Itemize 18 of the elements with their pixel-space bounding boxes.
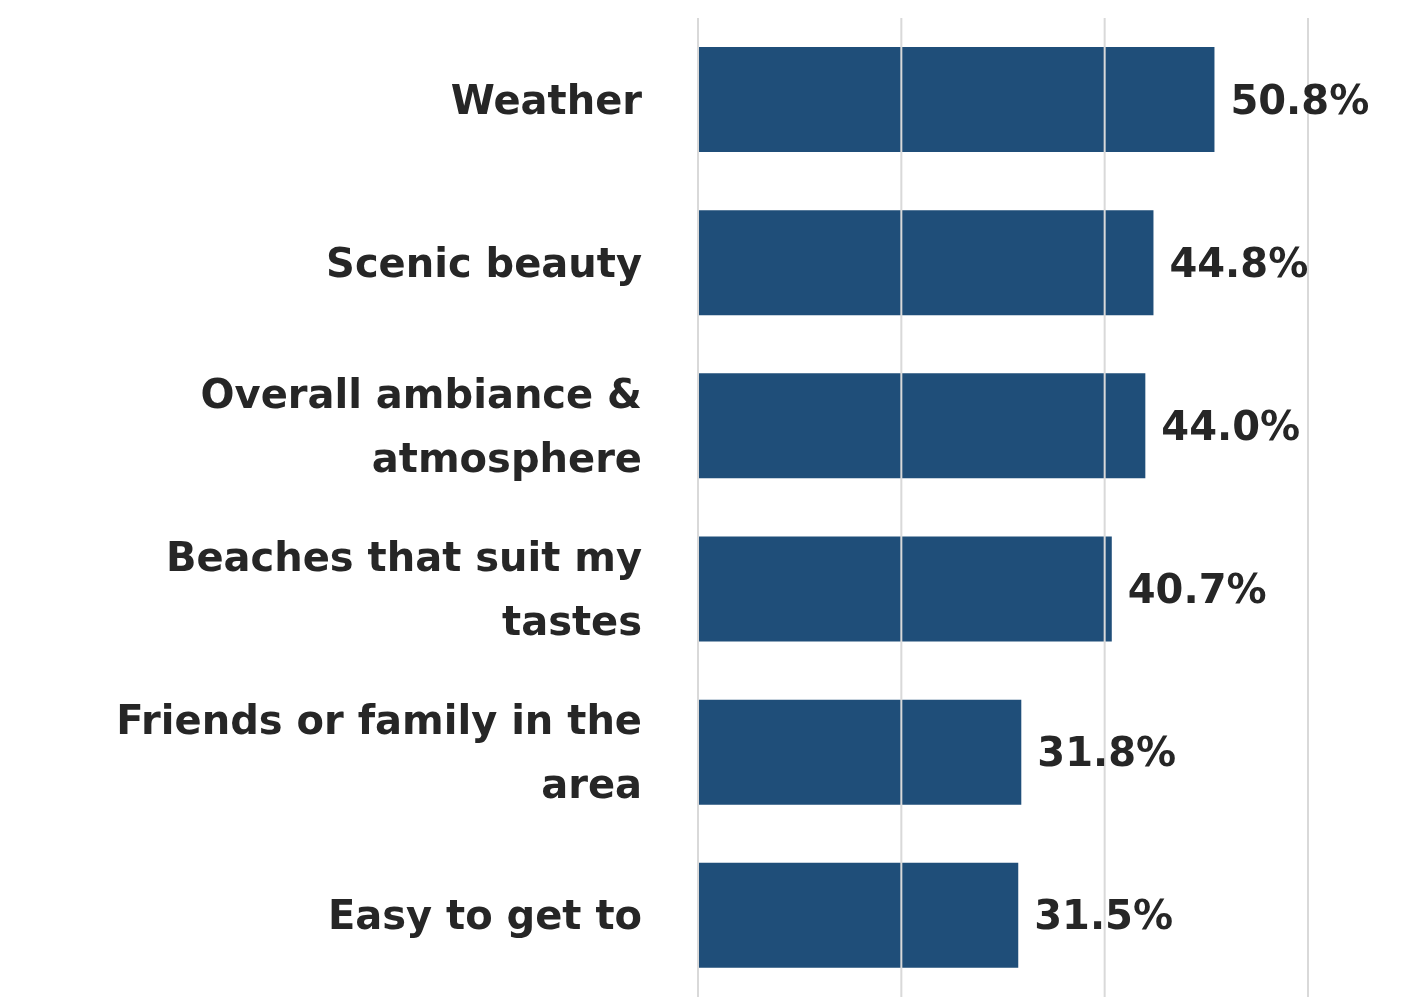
data-label: 31.8% (1037, 729, 1177, 776)
y-tick-label: Friends or family in the area (116, 697, 642, 808)
bar (698, 699, 1022, 805)
y-tick-label: Easy to get to (327, 892, 642, 939)
bar (698, 536, 1112, 642)
data-label: 44.0% (1161, 402, 1301, 449)
data-label: 40.7% (1127, 566, 1267, 612)
bar (698, 373, 1146, 479)
bar (698, 47, 1215, 152)
y-tick-label: Scenic beauty (326, 239, 642, 286)
y-tick-label: Weather (450, 76, 643, 123)
data-label: 50.8% (1230, 76, 1370, 123)
bar (698, 862, 1019, 968)
data-label: 44.8% (1169, 239, 1309, 286)
data-label: 31.5% (1034, 892, 1174, 939)
y-tick-label: Overall ambiance & atmosphere (200, 370, 642, 481)
y-tick-label: Beaches that suit my tastes (165, 534, 642, 645)
bar (698, 210, 1154, 316)
